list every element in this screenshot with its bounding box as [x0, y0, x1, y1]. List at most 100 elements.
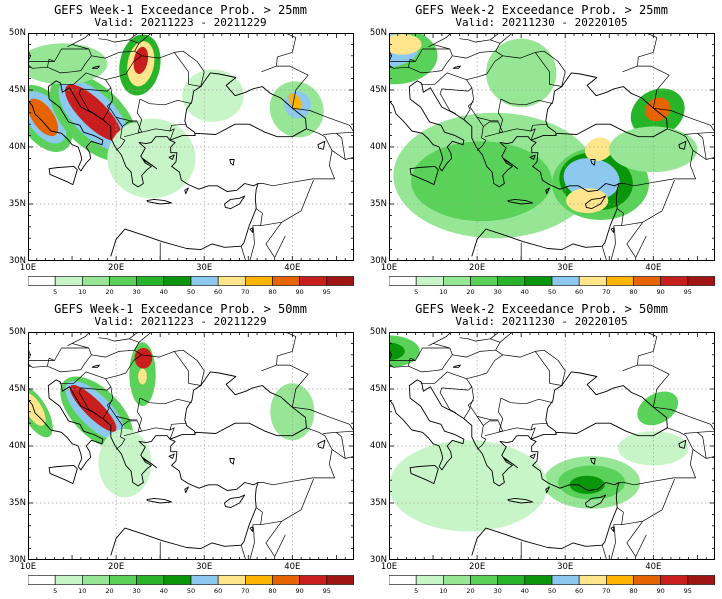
- country-border: [122, 121, 143, 138]
- latitude-label: 45N: [8, 384, 26, 394]
- colorbar-tick-label: 80: [268, 587, 276, 595]
- colorbar-swatch: [245, 575, 273, 585]
- panel-title: GEFS Week-1 Exceedance Prob. > 50mm: [54, 302, 307, 316]
- country-border: [261, 65, 309, 109]
- country-border: [622, 364, 670, 408]
- island-outline: [184, 187, 189, 195]
- colorbar-tick-label: 5: [53, 587, 57, 595]
- lake-outline: [452, 364, 461, 368]
- country-border: [610, 225, 616, 261]
- island-outline: [503, 456, 519, 469]
- colorbar-tick-label: 50: [548, 288, 556, 296]
- country-border: [174, 50, 205, 87]
- country-border: [408, 58, 416, 68]
- colorbar-swatch: [163, 276, 192, 286]
- country-border: [139, 98, 192, 106]
- country-border: [252, 208, 263, 227]
- island-outline: [529, 453, 536, 459]
- country-border: [490, 33, 500, 41]
- colorbar-swatch: [660, 575, 689, 585]
- country-border: [108, 87, 138, 122]
- colorbar-swatch: [606, 276, 634, 286]
- longitude-label: 10E: [380, 263, 398, 273]
- colorbar-tick-label: 70: [602, 587, 610, 595]
- colorbar-tick-label: 5: [53, 288, 57, 296]
- country-border: [105, 349, 143, 380]
- geography: [389, 33, 715, 261]
- longitude-label: 40E: [645, 263, 662, 273]
- country-border: [601, 545, 608, 560]
- colorbar-swatch: [415, 575, 444, 585]
- country-border: [613, 507, 624, 526]
- colorbar-swatch: [578, 276, 607, 286]
- country-border: [336, 432, 346, 459]
- country-border: [697, 133, 707, 160]
- island-outline: [168, 154, 175, 160]
- island-outline: [184, 486, 189, 494]
- geography: [389, 332, 715, 560]
- colorbar-tick-label: 90: [296, 288, 304, 296]
- island-outline: [224, 195, 246, 210]
- country-border: [466, 50, 504, 81]
- lake-outline: [317, 439, 326, 449]
- country-border: [500, 98, 553, 106]
- colorbar-tick-label: 50: [187, 288, 195, 296]
- probability-contour: [28, 43, 108, 85]
- country-border: [463, 400, 474, 419]
- latitude-label: 50N: [8, 28, 26, 38]
- island-outline: [529, 154, 536, 160]
- longitude-label: 40E: [284, 562, 301, 572]
- country-border: [71, 332, 90, 344]
- country-border: [138, 332, 152, 343]
- country-border: [28, 48, 92, 74]
- country-border: [115, 117, 126, 151]
- ticks: [389, 33, 715, 261]
- country-border: [122, 420, 143, 437]
- longitude-label: 30E: [196, 263, 213, 273]
- colorbar-tick-label: 95: [684, 587, 692, 595]
- colorbar-tick-label: 90: [657, 587, 665, 595]
- colorbar-tick-label: 30: [133, 288, 141, 296]
- lake-outline: [249, 526, 254, 532]
- longitude-label: 20E: [469, 263, 486, 273]
- island-outline: [545, 486, 550, 494]
- lake-outline: [249, 227, 254, 233]
- island-outline: [585, 195, 607, 210]
- country-border: [47, 58, 55, 68]
- latitude-label: 40N: [8, 142, 26, 152]
- country-border: [71, 33, 90, 45]
- colorbar-swatch: [326, 276, 354, 286]
- colorbar-tick-label: 20: [105, 587, 113, 595]
- latitude-label: 50N: [369, 327, 387, 337]
- country-border: [138, 33, 152, 44]
- country-border: [622, 65, 670, 109]
- country-border: [476, 117, 487, 151]
- panel-week2-25mm: GEFS Week-2 Exceedance Prob. > 25mm Vali…: [361, 0, 722, 299]
- country-border: [535, 50, 566, 87]
- coastline: [389, 80, 620, 257]
- country-border: [141, 351, 202, 386]
- country-border: [260, 478, 314, 526]
- colorbar-swatch: [82, 276, 110, 286]
- country-border: [102, 101, 113, 120]
- country-border: [98, 337, 140, 343]
- colorbar-swatch: [470, 575, 498, 585]
- latitude-label: 40N: [8, 441, 26, 451]
- country-border: [466, 349, 504, 380]
- colorbar-tick-label: 20: [466, 288, 474, 296]
- longitude-label: 20E: [108, 562, 125, 572]
- lake-outline: [317, 140, 326, 150]
- colorbar-swatch: [272, 575, 300, 585]
- colorbar-tick-label: 80: [629, 288, 637, 296]
- lake-outline: [610, 526, 615, 532]
- country-border: [28, 347, 92, 373]
- country-border: [249, 524, 255, 560]
- country-border: [452, 43, 501, 59]
- latitude-label: 35N: [369, 199, 387, 209]
- probability-contour: [133, 46, 149, 74]
- colorbar-swatch: [136, 575, 165, 585]
- country-border: [240, 545, 247, 560]
- colorbar: 5 10 20 30 40 50 60 70 80 90 95: [389, 575, 715, 595]
- colorbar-tick-label: 30: [494, 587, 502, 595]
- coastline: [389, 379, 620, 556]
